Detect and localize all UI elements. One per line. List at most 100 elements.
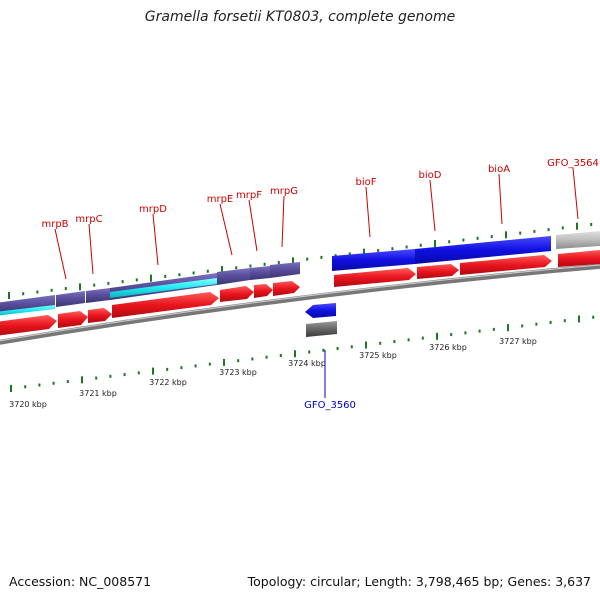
lower-tick [81, 376, 83, 384]
gene-label-GFO_3564[interactable]: GFO_3564 [547, 158, 599, 169]
lower-tick [578, 315, 580, 323]
lower-tick [365, 341, 367, 349]
gene-label-mrpE[interactable]: mrpE [207, 194, 234, 205]
upper-tick [8, 292, 10, 299]
lower-tick [109, 374, 112, 378]
lower-tick [180, 366, 183, 370]
genome-backbone [0, 263, 600, 345]
gene-band-mrpB[interactable] [56, 291, 85, 307]
gene-label-bioF[interactable]: bioF [356, 177, 377, 188]
upper-tick [221, 266, 223, 274]
lower-tick [251, 357, 254, 361]
lower-tick [223, 358, 225, 366]
lower-tick [492, 327, 495, 331]
cds-arrow-1[interactable] [0, 315, 57, 336]
upper-tick [79, 283, 81, 291]
gene-strip-cyan-left [0, 305, 55, 316]
upper-tick [334, 254, 337, 258]
accession-text: Accession: NC_008571 [9, 574, 152, 589]
label-leaders [54, 167, 579, 398]
gene-band-bioD-bioA[interactable] [415, 236, 551, 264]
gene-band-mrpC[interactable] [86, 288, 110, 303]
lower-tick [421, 336, 424, 340]
lower-tick [152, 367, 154, 375]
upper-tick [36, 290, 39, 294]
upper-tick [50, 288, 53, 292]
upper-tick [192, 271, 195, 275]
gene-band-mrp-left[interactable] [0, 295, 55, 314]
cds-arrow-8[interactable] [334, 268, 416, 287]
scale-label-3723: 3723 kbp [219, 368, 257, 377]
gene-label-mrpD[interactable]: mrpD [139, 204, 167, 215]
upper-tick [363, 248, 365, 256]
gene-band-mrpG[interactable] [270, 262, 300, 278]
lower-tick [521, 324, 524, 328]
lower-tick [279, 353, 282, 357]
lower-tick [208, 362, 211, 366]
gene-labels: mrpB mrpC mrpD mrpE mrpF mrpG bioF bioD … [41, 158, 598, 411]
gene-label-mrpG[interactable]: mrpG [270, 186, 298, 197]
lower-tick [478, 329, 481, 333]
map-title: Gramella forsetii KT0803, complete genom… [144, 9, 456, 25]
upper-tick [93, 283, 96, 287]
gene-band-mrpE[interactable] [217, 268, 250, 285]
gene-band-mrpF[interactable] [250, 266, 270, 280]
gene-band-GFO_3564[interactable] [556, 231, 600, 249]
cds-arrow-11[interactable] [558, 250, 600, 267]
upper-tick [377, 248, 380, 252]
label-leader-line [365, 186, 371, 238]
upper-tick [561, 226, 564, 230]
upper-tick [533, 229, 536, 233]
cds-arrow-9[interactable] [417, 264, 459, 279]
cds-arrow-6[interactable] [254, 284, 273, 298]
lower-tick [66, 380, 69, 384]
upper-tick-row [8, 222, 593, 299]
cds-arrow-5[interactable] [220, 286, 254, 302]
lower-tick [237, 359, 240, 363]
cds-arrow-4[interactable] [112, 292, 219, 318]
gene-strip-cyan-mrpD [110, 278, 217, 298]
scale-label-3727: 3727 kbp [499, 337, 537, 346]
lower-tick [322, 348, 325, 352]
gene-GFO_3560-cds[interactable] [306, 321, 337, 337]
upper-tick [590, 222, 593, 226]
upper-tick [150, 274, 152, 282]
lower-tick [24, 385, 27, 389]
gene-label-mrpF[interactable]: mrpF [236, 190, 262, 201]
lower-tick [194, 364, 197, 368]
gene-label-bioD[interactable]: bioD [419, 170, 442, 181]
lower-tick [450, 333, 453, 337]
genome-summary-text: Topology: circular; Length: 3,798,465 bp… [247, 574, 591, 589]
upper-tick [391, 247, 394, 251]
lower-tick [265, 355, 268, 359]
label-leader-line [498, 173, 503, 225]
upper-tick [235, 266, 238, 270]
upper-tick [22, 292, 25, 296]
lower-tick [507, 324, 509, 332]
cds-arrow-2[interactable] [58, 311, 88, 328]
upper-tick [448, 240, 451, 244]
lower-tick [464, 331, 467, 335]
upper-tick [519, 231, 522, 235]
lower-tick [308, 350, 311, 354]
gene-label-bioA[interactable]: bioA [488, 164, 510, 175]
gene-label-mrpB[interactable]: mrpB [41, 219, 68, 230]
scale-label-3726: 3726 kbp [429, 343, 467, 352]
label-leader-line [88, 223, 94, 275]
cds-arrow-10[interactable] [460, 255, 552, 275]
lower-tick [294, 350, 296, 358]
lower-tick-row [10, 315, 595, 392]
lower-tick [10, 385, 12, 392]
cds-arrow-3[interactable] [88, 308, 112, 323]
gene-band-bioF[interactable] [332, 249, 415, 271]
cds-arrow-7[interactable] [273, 281, 300, 296]
upper-tick [164, 274, 167, 278]
upper-tick [490, 235, 493, 239]
gene-GFO_3560-arrow[interactable] [305, 303, 336, 318]
upper-tick [434, 240, 436, 248]
gene-label-GFO_3560[interactable]: GFO_3560 [304, 400, 356, 411]
gene-label-mrpC[interactable]: mrpC [75, 214, 102, 225]
lower-tick [336, 347, 339, 351]
upper-tick [64, 287, 67, 291]
